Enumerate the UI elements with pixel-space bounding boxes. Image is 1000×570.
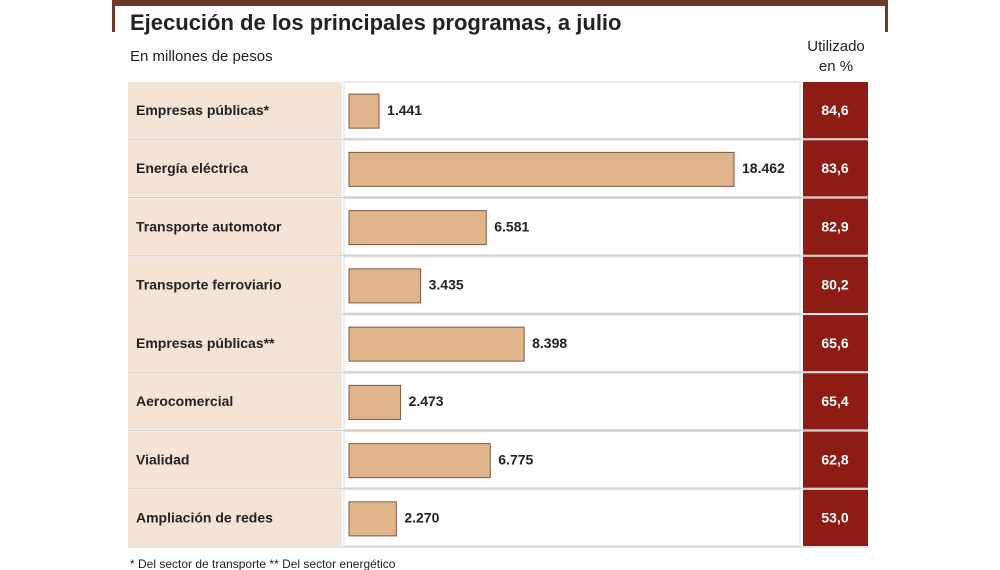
value-label: 2.473 (409, 393, 444, 409)
percent-label: 80,2 (821, 277, 848, 293)
category-label: Aerocomercial (136, 393, 233, 409)
label-cell (128, 431, 342, 488)
chart-title: Ejecución de los principales programas, … (130, 10, 621, 35)
bar (348, 268, 422, 304)
percent-label: 83,6 (821, 160, 848, 176)
label-cell (128, 198, 342, 255)
footnote: * Del sector de transporte ** Del sector… (130, 557, 396, 570)
frame-right (885, 0, 888, 32)
percent-cell (803, 82, 868, 139)
percent-header: Utilizado (807, 38, 865, 55)
percent-header: en % (819, 58, 853, 75)
percent-label: 82,9 (821, 218, 848, 234)
percent-label: 65,4 (821, 393, 848, 409)
bar (348, 210, 487, 246)
bar (348, 384, 402, 420)
category-label: Transporte automotor (136, 218, 282, 234)
percent-label: 53,0 (821, 510, 848, 526)
category-label: Transporte ferroviario (136, 277, 282, 293)
percent-cell (803, 256, 868, 313)
bar (348, 501, 397, 537)
percent-cell (803, 373, 868, 430)
percent-cell (803, 315, 868, 372)
percent-cell (803, 198, 868, 255)
label-cell (128, 256, 342, 313)
label-cell (128, 373, 342, 430)
bar (348, 443, 491, 479)
value-label: 6.775 (498, 451, 533, 467)
category-label: Energía eléctrica (136, 160, 248, 176)
bar-cell (343, 372, 801, 430)
label-cell (128, 489, 342, 546)
label-cell (128, 315, 342, 372)
bar (348, 151, 735, 187)
bar-cell (343, 489, 801, 547)
label-cell (128, 82, 342, 139)
bar (348, 93, 380, 129)
category-label: Ampliación de redes (136, 510, 273, 526)
value-label: 1.441 (387, 102, 422, 118)
percent-cell (803, 140, 868, 197)
label-cell (128, 140, 342, 197)
top-frame (112, 0, 888, 6)
bar-cell (343, 81, 801, 139)
value-label: 6.581 (494, 218, 529, 234)
frame-left (112, 0, 115, 32)
bar (348, 326, 525, 362)
category-label: Vialidad (136, 451, 189, 467)
chart-subtitle: En millones de pesos (130, 48, 273, 65)
percent-cell (803, 431, 868, 488)
value-label: 3.435 (429, 277, 464, 293)
category-label: Empresas públicas* (136, 102, 270, 118)
percent-label: 65,6 (821, 335, 848, 351)
value-label: 8.398 (532, 335, 567, 351)
value-label: 2.270 (404, 510, 439, 526)
percent-cell (803, 489, 868, 546)
percent-label: 84,6 (821, 102, 848, 118)
value-label: 18.462 (742, 160, 785, 176)
category-label: Empresas públicas** (136, 335, 275, 351)
percent-label: 62,8 (821, 451, 848, 467)
